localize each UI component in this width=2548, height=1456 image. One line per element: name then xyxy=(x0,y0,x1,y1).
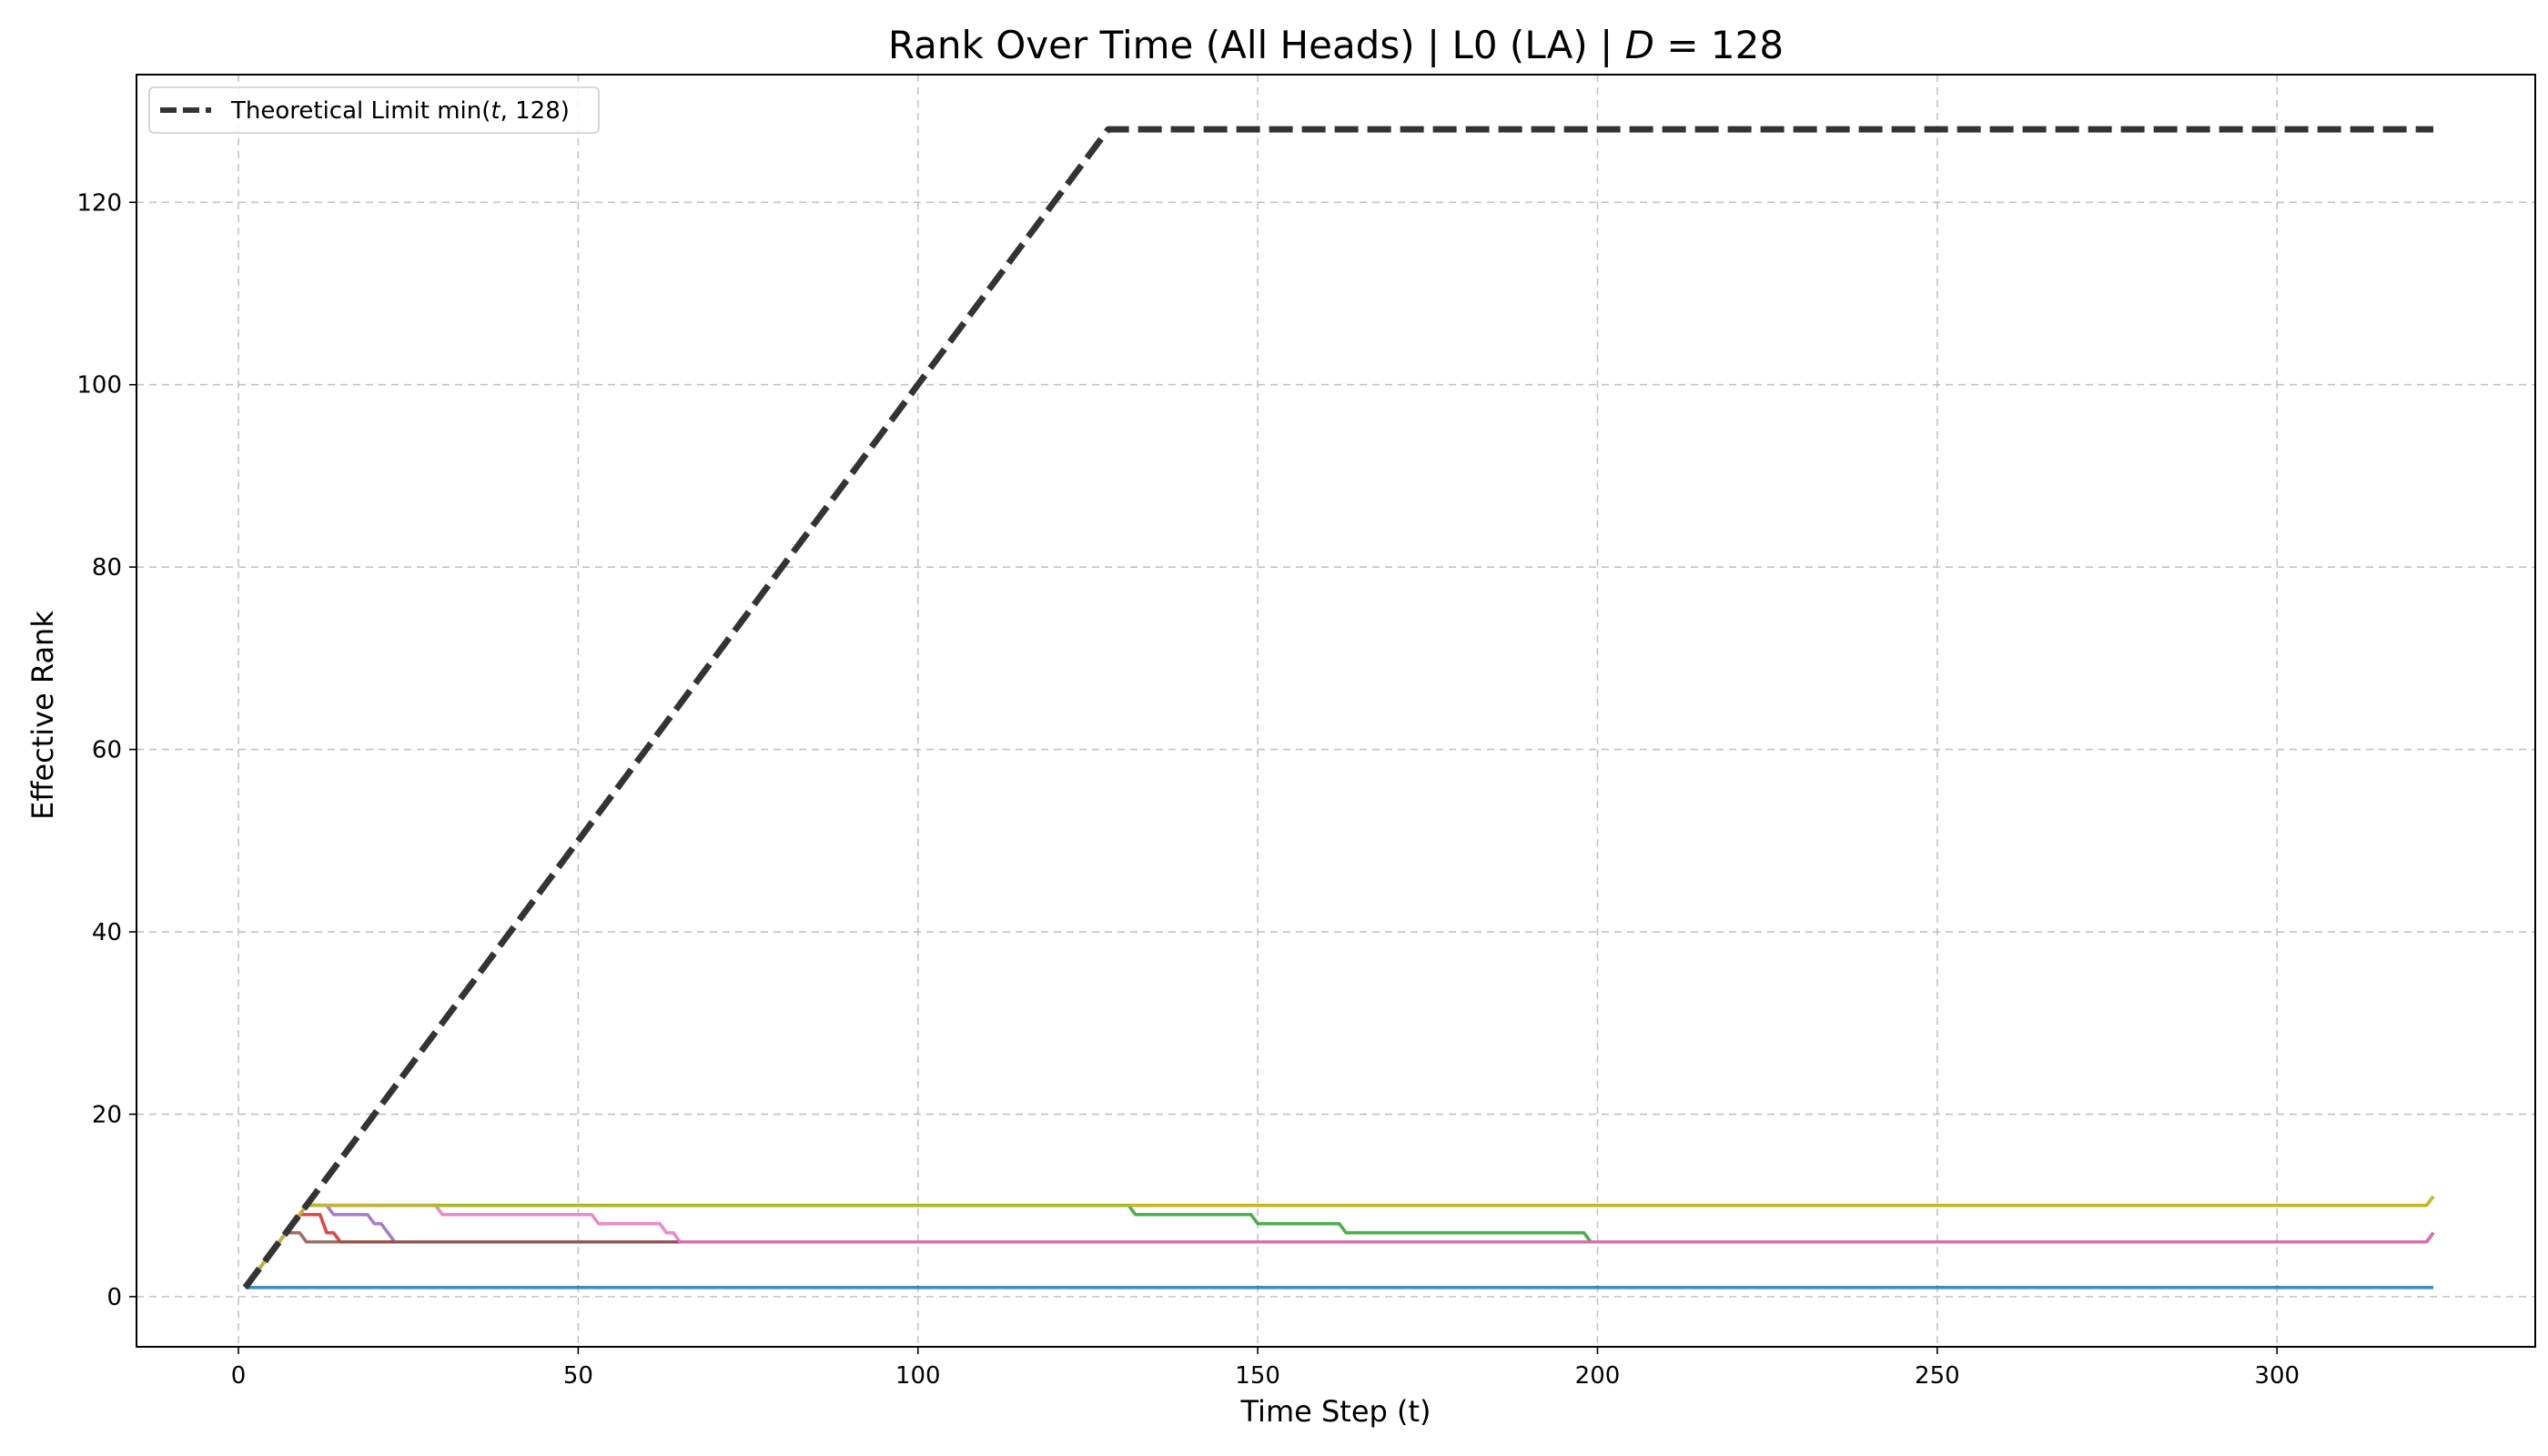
y-tick-label: 0 xyxy=(106,1284,122,1311)
y-tick-label: 20 xyxy=(92,1101,122,1128)
x-tick-label: 250 xyxy=(1915,1362,1960,1390)
y-tick-label: 40 xyxy=(92,919,122,946)
legend-box xyxy=(148,86,600,134)
x-tick-label: 0 xyxy=(231,1362,247,1390)
chart-title: Rank Over Time (All Heads) | L0 (LA) | D… xyxy=(888,23,1784,67)
y-tick-label: 80 xyxy=(92,554,122,581)
series-group xyxy=(242,126,2435,1289)
y-axis-label: Effective Rank xyxy=(25,611,60,820)
x-tick-label: 100 xyxy=(895,1362,941,1390)
plot-frame xyxy=(136,74,2536,1348)
grid xyxy=(136,75,2535,1347)
series-line-theoretical-limit xyxy=(242,126,2433,1289)
x-tick-label: 200 xyxy=(1575,1362,1621,1390)
axis-ticks: 0 50 100 150 200 250 300 0 20 40 60 80 100 120 xyxy=(76,189,2300,1390)
legend-label-theoretical-limit: Theoretical Limit min(t, 128) xyxy=(230,97,570,125)
x-axis-label: Time Step (t) xyxy=(1239,1394,1431,1429)
y-tick-label: 60 xyxy=(92,737,122,764)
x-tick-label: 300 xyxy=(2254,1362,2300,1390)
y-tick-label: 120 xyxy=(76,189,122,217)
x-tick-label: 50 xyxy=(563,1362,593,1390)
x-tick-label: 150 xyxy=(1235,1362,1280,1390)
y-tick-label: 100 xyxy=(76,372,122,399)
legend: Theoretical Limit min(t, 128) xyxy=(148,86,600,134)
